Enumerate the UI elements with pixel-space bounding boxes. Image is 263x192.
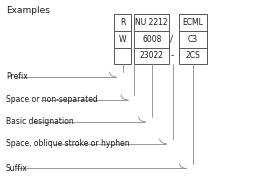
Bar — [134, 14, 169, 64]
Text: Suffix: Suffix — [6, 164, 28, 173]
Text: Space or non-separated: Space or non-separated — [6, 95, 98, 104]
Text: Prefix: Prefix — [6, 72, 28, 81]
Text: W: W — [119, 35, 127, 44]
Bar — [179, 14, 207, 64]
Text: NU 2212: NU 2212 — [135, 18, 168, 27]
Text: -: - — [170, 51, 173, 60]
Text: R: R — [120, 18, 125, 27]
Text: Basic designation: Basic designation — [6, 117, 74, 126]
Text: 23022: 23022 — [140, 51, 164, 60]
Text: 2CS: 2CS — [185, 51, 200, 60]
Text: Examples: Examples — [6, 6, 50, 15]
Text: C3: C3 — [188, 35, 198, 44]
Bar — [114, 14, 131, 64]
Text: Space, oblique stroke or hyphen: Space, oblique stroke or hyphen — [6, 139, 130, 148]
Text: 6008: 6008 — [142, 35, 161, 44]
Text: /: / — [170, 35, 173, 44]
Text: ECML: ECML — [182, 18, 203, 27]
